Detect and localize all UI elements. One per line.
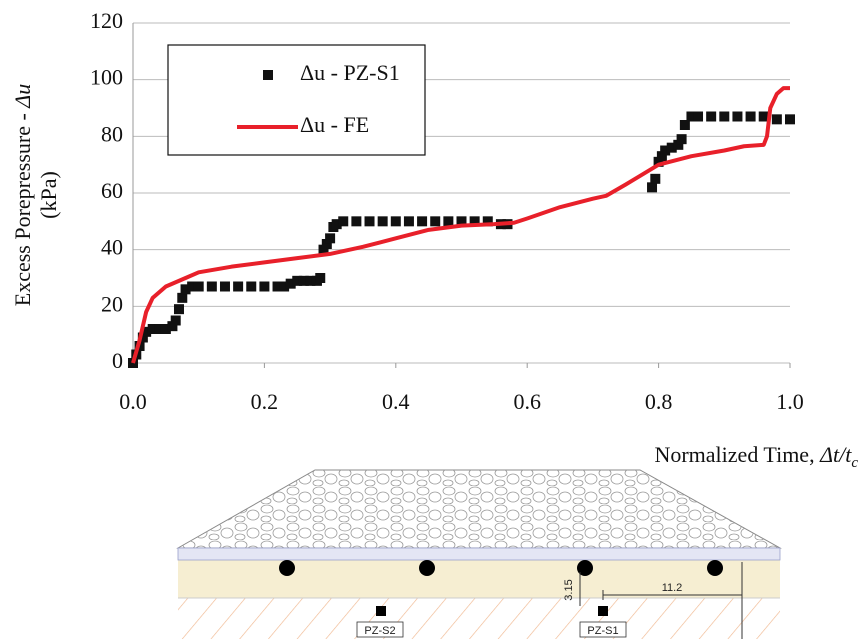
y-tick-label: 40 bbox=[101, 235, 123, 260]
x-label-symbol: Δt/t bbox=[819, 442, 852, 467]
data-point bbox=[207, 282, 217, 292]
column bbox=[279, 560, 295, 576]
geotextile bbox=[178, 548, 780, 560]
data-point bbox=[259, 282, 269, 292]
column bbox=[419, 560, 435, 576]
y-tick-label: 100 bbox=[90, 65, 123, 90]
legend-label: Δu - FE bbox=[300, 112, 369, 137]
data-point bbox=[365, 216, 375, 226]
data-point bbox=[417, 216, 427, 226]
data-point bbox=[351, 216, 361, 226]
data-point bbox=[677, 134, 687, 144]
dim-label: 11.2 bbox=[662, 582, 683, 594]
x-label-text: Normalized Time, bbox=[654, 442, 820, 467]
y-label-symbol: Δu bbox=[10, 84, 35, 109]
x-tick-label: 0.4 bbox=[382, 389, 410, 414]
ground bbox=[178, 598, 780, 639]
piezometer bbox=[376, 606, 386, 616]
column bbox=[707, 560, 723, 576]
column bbox=[577, 560, 593, 576]
x-tick-label: 0.2 bbox=[251, 389, 279, 414]
x-tick-label: 1.0 bbox=[776, 389, 804, 414]
x-axis-label: Normalized Time, Δt/tc bbox=[654, 442, 858, 471]
dim-label: 3.15 bbox=[563, 579, 575, 600]
diagram: 11.2 3.15 PZ-S2 PZ-S1 bbox=[178, 470, 780, 639]
data-point bbox=[233, 282, 243, 292]
data-point bbox=[171, 316, 181, 326]
piezometer-label: PZ-S2 bbox=[364, 625, 395, 637]
data-point bbox=[338, 216, 348, 226]
x-tick-label: 0.6 bbox=[513, 389, 541, 414]
y-tick-label: 120 bbox=[90, 8, 123, 33]
piezometer bbox=[598, 606, 608, 616]
y-axis-label: Excess Porepressure - Δu bbox=[10, 84, 35, 306]
legend-label: Δu - PZ-S1 bbox=[300, 60, 400, 85]
data-point bbox=[220, 282, 230, 292]
data-point bbox=[785, 114, 795, 124]
data-point bbox=[430, 216, 440, 226]
y-label-text: Excess Porepressure - bbox=[10, 108, 35, 307]
x-tick-label: 0.8 bbox=[645, 389, 673, 414]
data-point bbox=[194, 282, 204, 292]
data-point bbox=[650, 174, 660, 184]
data-point bbox=[315, 273, 325, 283]
data-point bbox=[732, 112, 742, 122]
sand-layer bbox=[178, 560, 780, 598]
y-tick-label: 60 bbox=[101, 178, 123, 203]
legend-marker bbox=[263, 70, 273, 80]
data-point bbox=[772, 114, 782, 124]
x-label-subscript: c bbox=[851, 455, 858, 471]
data-point bbox=[378, 216, 388, 226]
y-tick-label: 80 bbox=[101, 121, 123, 146]
data-point bbox=[693, 112, 703, 122]
y-axis-unit: (kPa) bbox=[36, 171, 61, 219]
piezometer-label: PZ-S1 bbox=[587, 625, 618, 637]
data-point bbox=[391, 216, 401, 226]
x-tick-label: 0.0 bbox=[119, 389, 147, 414]
data-point bbox=[746, 112, 756, 122]
data-point bbox=[706, 112, 716, 122]
embankment-stones bbox=[178, 470, 780, 548]
data-point bbox=[404, 216, 414, 226]
data-point bbox=[246, 282, 256, 292]
y-tick-label: 20 bbox=[101, 291, 123, 316]
data-point bbox=[719, 112, 729, 122]
data-point bbox=[174, 304, 184, 314]
y-tick-label: 0 bbox=[112, 348, 123, 373]
data-point bbox=[325, 233, 335, 243]
chart: 0 20 40 60 80 100 120 0.0 0.2 0.4 0.6 0.8 1.0 Δu - P… bbox=[0, 0, 864, 639]
